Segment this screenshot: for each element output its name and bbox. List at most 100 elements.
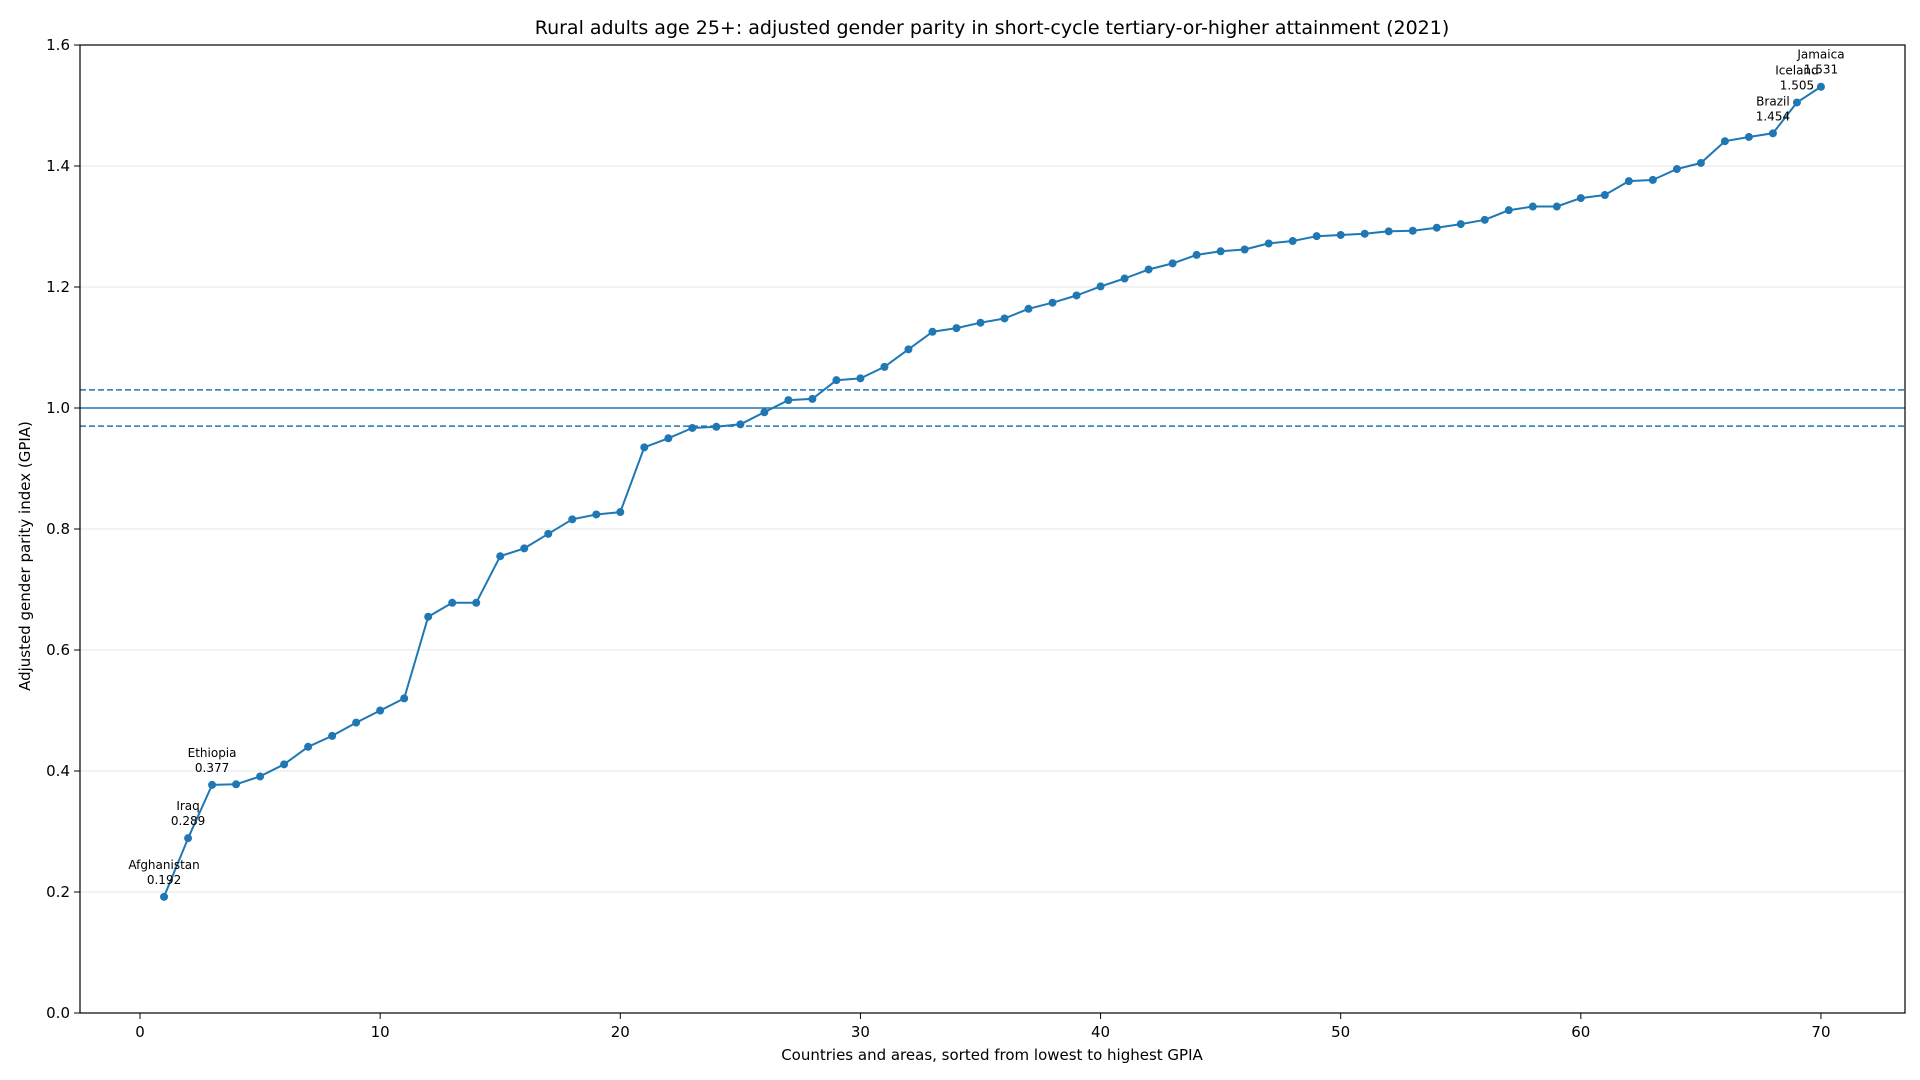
y-axis-label: Adjusted gender parity index (GPIA)	[16, 421, 34, 691]
data-point	[1168, 259, 1177, 268]
data-point	[160, 892, 169, 901]
data-point	[208, 780, 217, 789]
data-point	[1192, 250, 1201, 259]
x-tick-label: 0	[135, 1023, 145, 1041]
x-tick-label: 70	[1811, 1023, 1830, 1041]
data-point	[1816, 82, 1825, 91]
data-point	[184, 834, 193, 843]
x-tick-label: 40	[1091, 1023, 1110, 1041]
data-point	[592, 510, 601, 519]
data-point	[1432, 223, 1441, 232]
data-point	[760, 408, 769, 417]
y-tick-label: 1.6	[46, 36, 70, 54]
data-point	[448, 598, 457, 607]
data-point	[640, 443, 649, 452]
data-point	[880, 362, 889, 371]
parity-reference-lines	[80, 389, 1905, 427]
data-point	[400, 694, 409, 703]
y-tick-label: 0.0	[46, 1004, 70, 1022]
data-point	[1648, 175, 1657, 184]
data-point	[256, 772, 265, 781]
y-tick-label: 1.4	[46, 157, 70, 175]
data-point	[1384, 227, 1393, 236]
data-point	[1120, 274, 1129, 283]
data-point	[1504, 206, 1513, 215]
data-point	[1360, 229, 1369, 238]
y-tick-label: 0.4	[46, 762, 70, 780]
data-point	[1768, 129, 1777, 138]
data-point	[616, 508, 625, 517]
annotation-value: 1.531	[1804, 63, 1838, 77]
data-point	[544, 529, 553, 538]
annotation-value: 0.192	[147, 873, 181, 887]
data-point	[1240, 245, 1249, 254]
data-point	[232, 780, 241, 789]
x-axis: 0 10 20 30 40 50 60 70	[135, 1013, 1831, 1041]
data-point	[1216, 247, 1225, 256]
data-point	[328, 731, 337, 740]
x-axis-label: Countries and areas, sorted from lowest …	[781, 1046, 1203, 1064]
data-point	[712, 422, 721, 431]
data-point	[1048, 298, 1057, 307]
data-point	[1000, 314, 1009, 323]
x-tick-label: 10	[371, 1023, 390, 1041]
data-point	[352, 718, 361, 727]
x-tick-label: 60	[1571, 1023, 1590, 1041]
data-point	[664, 434, 673, 443]
y-tick-label: 0.6	[46, 641, 70, 659]
data-point	[1672, 165, 1681, 174]
data-point	[1552, 202, 1561, 211]
data-point	[1600, 191, 1609, 200]
gpia-series	[160, 82, 1825, 901]
data-point	[856, 374, 865, 383]
data-point	[1288, 237, 1297, 246]
annotation-name: Iraq	[176, 799, 199, 813]
data-point	[280, 760, 289, 769]
annotation-value: 1.505	[1780, 78, 1814, 92]
data-point	[376, 706, 385, 715]
annotation-name: Afghanistan	[128, 858, 199, 872]
data-point	[904, 345, 913, 354]
annotation-name: Ethiopia	[188, 746, 237, 760]
data-point	[1024, 304, 1033, 313]
data-point	[736, 420, 745, 429]
series-line	[163, 85, 1822, 898]
data-point	[1408, 226, 1417, 235]
y-tick-label: 1.0	[46, 399, 70, 417]
data-point	[928, 327, 937, 336]
y-axis: 0.0 0.2 0.4 0.6 0.8 1.0 1.2 1.4 1.6	[46, 36, 80, 1022]
data-point	[1720, 137, 1729, 146]
annotation-name: Brazil	[1756, 94, 1790, 108]
data-point	[784, 396, 793, 405]
data-point	[1336, 230, 1345, 239]
data-point	[1744, 132, 1753, 141]
data-point	[568, 515, 577, 524]
annotation-name: Jamaica	[1796, 48, 1844, 62]
data-point	[976, 318, 985, 327]
data-point	[832, 376, 841, 385]
data-point	[520, 544, 529, 553]
annotation-value: 0.289	[171, 814, 205, 828]
data-point	[1576, 194, 1585, 203]
data-point	[1144, 265, 1153, 274]
data-point	[1480, 215, 1489, 224]
data-point	[1312, 232, 1321, 241]
x-tick-label: 20	[611, 1023, 630, 1041]
annotation-name: Iceland	[1775, 63, 1818, 77]
data-point	[1264, 239, 1273, 248]
annotation-value: 1.454	[1756, 109, 1790, 123]
y-tick-label: 0.2	[46, 883, 70, 901]
data-point	[1528, 202, 1537, 211]
data-point	[1096, 282, 1105, 291]
data-point	[808, 394, 817, 403]
chart-title: Rural adults age 25+: adjusted gender pa…	[535, 17, 1450, 39]
y-tick-label: 1.2	[46, 278, 70, 296]
data-point	[1792, 98, 1801, 107]
data-point	[1696, 158, 1705, 167]
data-point	[1624, 177, 1633, 186]
data-point	[472, 598, 481, 607]
data-point	[688, 423, 697, 432]
y-tick-label: 0.8	[46, 520, 70, 538]
data-point	[1456, 220, 1465, 229]
